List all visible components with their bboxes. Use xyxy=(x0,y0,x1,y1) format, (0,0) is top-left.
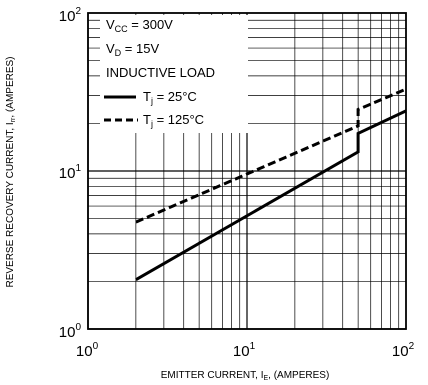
y-tick-label: 102 xyxy=(59,6,82,25)
plot-frame xyxy=(87,12,407,330)
condition-vcc: VCC = 300V xyxy=(106,17,173,34)
series-line-125c xyxy=(135,87,407,224)
y-tick-label: 100 xyxy=(59,322,82,341)
x-tick-label: 101 xyxy=(233,341,256,360)
condition-load: INDUCTIVE LOAD xyxy=(106,65,215,80)
x-tick-label: 100 xyxy=(76,341,99,360)
legend-label-125c: Tj = 125°C xyxy=(143,112,204,129)
series-lines xyxy=(135,87,407,282)
legend-label-25c: Tj = 25°C xyxy=(143,89,197,106)
series-line-25c xyxy=(135,109,407,282)
y-axis-label: REVERSE RECOVERY CURRENT, Irr, (AMPERES) xyxy=(5,56,17,287)
legend-background xyxy=(100,15,248,133)
condition-vd: VD = 15V xyxy=(106,41,159,58)
legend xyxy=(100,15,248,133)
x-axis-label: EMITTER CURRENT, IE, (AMPERES) xyxy=(161,370,330,382)
y-tick-label: 101 xyxy=(59,163,82,182)
x-tick-label: 102 xyxy=(392,341,415,360)
